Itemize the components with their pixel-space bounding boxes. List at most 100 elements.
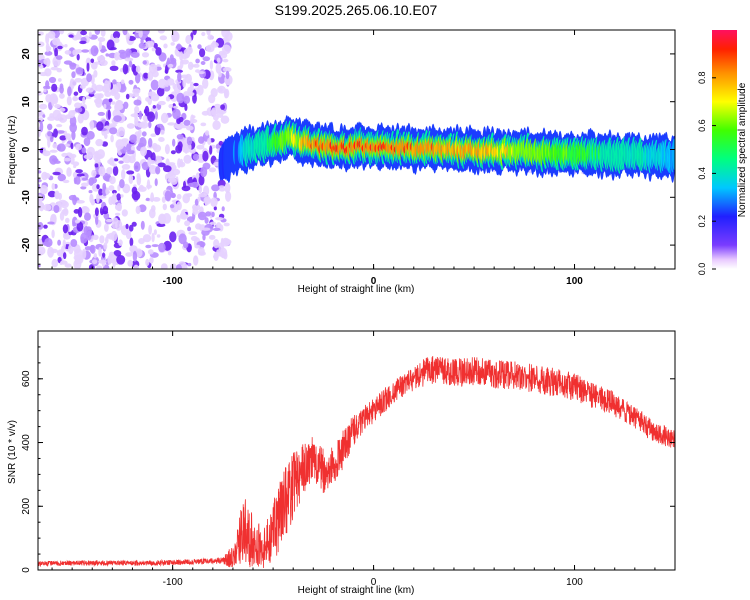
noise-speckle [193, 63, 200, 68]
noise-speckle [105, 236, 109, 244]
colorbar-tick-label: 0.6 [697, 119, 707, 132]
noise-speckle [40, 184, 48, 195]
noise-speckle [94, 99, 99, 104]
noise-speckle [55, 192, 60, 199]
noise-speckle [183, 95, 191, 104]
noise-speckle [42, 150, 51, 157]
noise-speckle [151, 152, 156, 162]
noise-speckle [140, 146, 147, 157]
noise-speckle [172, 138, 176, 147]
noise-speckle [86, 146, 95, 157]
noise-speckle [220, 104, 226, 110]
noise-speckle [172, 108, 181, 120]
noise-speckle [213, 254, 218, 259]
noise-speckle [64, 143, 70, 147]
noise-speckle [139, 121, 149, 129]
noise-speckle [183, 154, 192, 164]
y-tick-label: -10 [21, 190, 32, 205]
noise-speckle [42, 241, 51, 246]
noise-speckle [62, 224, 68, 234]
noise-speckle [166, 78, 175, 86]
noise-speckle [125, 231, 132, 240]
noise-speckle [177, 141, 183, 152]
noise-speckle [145, 258, 150, 267]
noise-speckle [101, 259, 106, 267]
noise-speckle [64, 50, 72, 55]
noise-speckle [113, 192, 117, 198]
noise-speckle [164, 144, 170, 155]
noise-speckle [183, 48, 191, 59]
noise-speckle [200, 166, 208, 178]
noise-speckle [147, 71, 154, 81]
noise-speckle [98, 188, 103, 196]
noise-speckle [114, 51, 120, 61]
noise-speckle [84, 246, 92, 251]
noise-speckle [43, 58, 51, 65]
noise-speckle [211, 184, 220, 192]
noise-speckle [104, 105, 112, 110]
noise-speckle [51, 183, 56, 190]
snr-frame [37, 330, 676, 571]
noise-speckle [105, 218, 113, 223]
noise-speckle [86, 130, 95, 140]
noise-speckle [158, 242, 166, 253]
noise-speckle [181, 74, 189, 79]
noise-speckle [93, 70, 98, 78]
noise-speckle [116, 81, 121, 92]
noise-speckle [85, 87, 94, 93]
noise-speckle [218, 71, 222, 78]
noise-speckle [121, 169, 126, 180]
noise-speckle [135, 73, 141, 84]
noise-speckle [75, 169, 83, 174]
noise-speckle [98, 166, 106, 177]
noise-speckle [58, 199, 68, 207]
noise-speckle [197, 196, 201, 202]
noise-speckle [158, 213, 167, 225]
noise-speckle [150, 133, 157, 137]
noise-speckle [39, 121, 44, 133]
noise-speckle [147, 157, 152, 167]
noise-speckle [103, 212, 110, 220]
noise-speckle [222, 44, 231, 55]
noise-speckle [220, 115, 230, 124]
noise-speckle [169, 91, 179, 102]
noise-speckle [44, 51, 53, 56]
colorbar-tick-label: 0.0 [697, 263, 707, 276]
noise-speckle [82, 96, 86, 105]
noise-speckle [135, 30, 140, 33]
noise-speckle [167, 63, 174, 68]
noise-speckle [47, 116, 56, 121]
noise-speckle [70, 239, 78, 247]
noise-speckle [128, 174, 134, 185]
noise-speckle [207, 34, 214, 40]
noise-speckle [68, 34, 74, 38]
noise-speckle [209, 145, 213, 155]
x-tick-label: 100 [566, 276, 583, 287]
noise-speckle [66, 167, 72, 177]
spectrogram-xlabel: Height of straight line (km) [298, 284, 415, 295]
noise-speckle [195, 58, 200, 64]
noise-speckle [54, 104, 61, 109]
figure-title: S199.2025.265.06.10.E07 [275, 2, 438, 18]
noise-speckle [209, 60, 213, 70]
noise-speckle [77, 207, 83, 218]
noise-speckle [109, 65, 119, 72]
noise-speckle [184, 220, 191, 227]
noise-speckle [192, 206, 199, 215]
noise-speckle [204, 198, 212, 203]
noise-speckle [167, 162, 176, 166]
noise-speckle [106, 39, 115, 51]
noise-speckle [223, 222, 230, 227]
noise-speckle [63, 157, 71, 162]
x-tick-label: -100 [163, 276, 183, 287]
noise-speckle [105, 53, 109, 57]
noise-speckle [216, 108, 224, 119]
noise-speckle [86, 62, 90, 72]
noise-speckle [107, 80, 112, 91]
noise-speckle [119, 51, 128, 60]
noise-speckle [143, 72, 149, 79]
noise-speckle [224, 88, 230, 99]
noise-speckle [57, 173, 66, 182]
noise-speckle [182, 144, 189, 153]
noise-speckle [75, 33, 82, 40]
